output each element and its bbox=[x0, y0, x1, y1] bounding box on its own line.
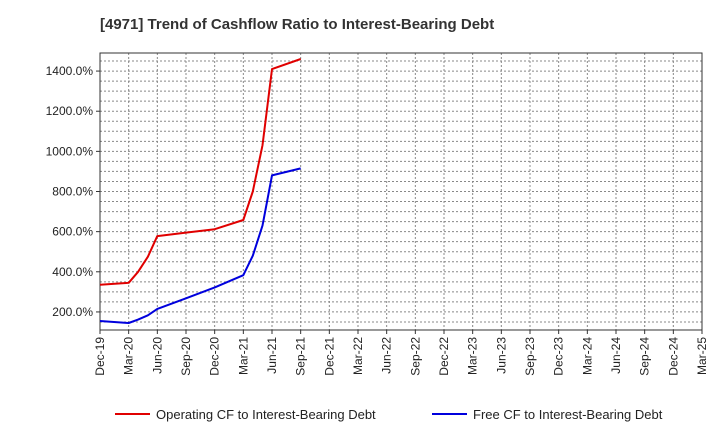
x-tick-label: Dec-24 bbox=[666, 337, 680, 376]
y-axis: 200.0% 400.0% 600.0% 800.0% 1000.0% 1200.0% 14… bbox=[46, 64, 100, 319]
y-tick-label: 800.0% bbox=[52, 185, 93, 199]
x-tick-label: Mar-21 bbox=[236, 337, 250, 375]
series-lines bbox=[99, 58, 302, 324]
x-tick-label: Sep-23 bbox=[523, 337, 537, 376]
x-tick-label: Jun-24 bbox=[609, 337, 623, 374]
operating-cf-line bbox=[99, 58, 302, 286]
grid bbox=[100, 53, 702, 330]
y-tick-label: 600.0% bbox=[52, 225, 93, 239]
y-tick-label: 200.0% bbox=[52, 305, 93, 319]
x-tick-label: Sep-20 bbox=[179, 337, 193, 376]
x-tick-label: Jun-21 bbox=[265, 337, 279, 374]
x-tick-label: Jun-20 bbox=[150, 337, 164, 374]
y-tick-label: 1200.0% bbox=[46, 104, 94, 118]
x-tick-label: Sep-21 bbox=[294, 337, 308, 376]
x-tick-label: Mar-24 bbox=[580, 337, 594, 375]
legend: Operating CF to Interest-Bearing Debt Fre… bbox=[115, 407, 663, 422]
x-tick-label: Dec-21 bbox=[322, 337, 336, 376]
free-cf-line bbox=[99, 167, 301, 324]
x-tick-label: Sep-22 bbox=[408, 337, 422, 376]
legend-operating-cf-label: Operating CF to Interest-Bearing Debt bbox=[156, 407, 376, 422]
x-tick-label: Mar-25 bbox=[695, 337, 709, 375]
y-tick-label: 400.0% bbox=[52, 265, 93, 279]
chart-title: [4971] Trend of Cashflow Ratio to Intere… bbox=[100, 16, 495, 33]
y-tick-label: 1000.0% bbox=[46, 144, 94, 158]
legend-free-cf-label: Free CF to Interest-Bearing Debt bbox=[473, 407, 663, 422]
x-tick-label: Dec-23 bbox=[552, 337, 566, 376]
x-tick-label: Jun-23 bbox=[494, 337, 508, 374]
x-tick-label: Jun-22 bbox=[380, 337, 394, 374]
x-tick-label: Dec-22 bbox=[437, 337, 451, 376]
x-tick-label: Sep-24 bbox=[638, 337, 652, 376]
x-tick-label: Mar-20 bbox=[122, 337, 136, 375]
x-tick-label: Dec-19 bbox=[93, 337, 107, 376]
y-tick-label: 1400.0% bbox=[46, 64, 94, 78]
x-tick-label: Mar-23 bbox=[466, 337, 480, 375]
x-tick-label: Mar-22 bbox=[351, 337, 365, 375]
x-tick-label: Dec-20 bbox=[208, 337, 222, 376]
x-axis: Dec-19 Mar-20 Jun-20 Sep-20 Dec-20 Mar-21 Jun-… bbox=[93, 330, 709, 376]
